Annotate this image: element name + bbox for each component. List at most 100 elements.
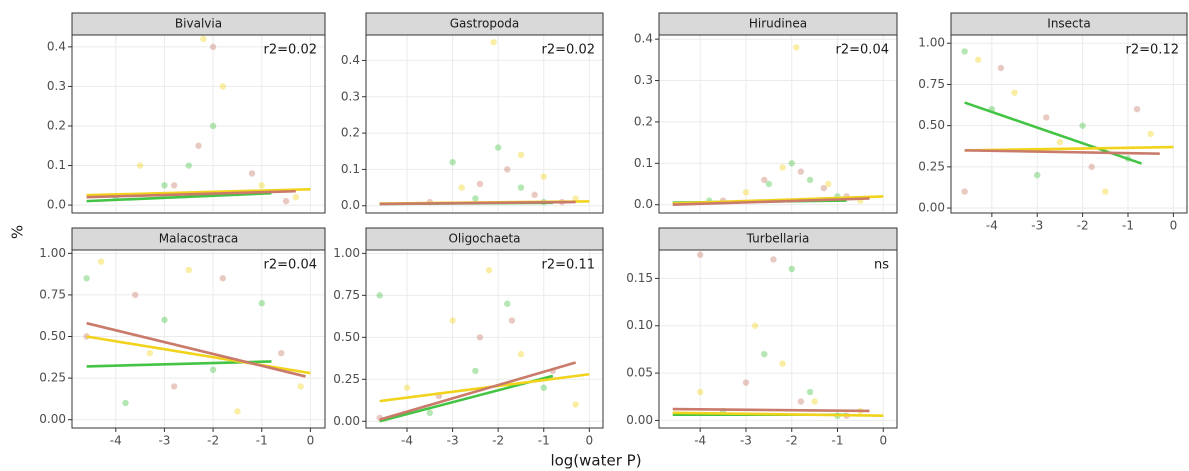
panel-border: [950, 34, 1188, 214]
point: [797, 168, 805, 175]
point: [1034, 171, 1041, 179]
panel-background: [659, 35, 897, 213]
point: [185, 266, 192, 274]
point: [476, 334, 484, 341]
point: [811, 398, 818, 405]
fit-line: [672, 195, 884, 205]
point: [997, 64, 1005, 72]
fit-line: [86, 321, 306, 378]
panel-background: [366, 250, 603, 428]
point: [426, 409, 434, 417]
y-tick-label: 0.75: [39, 287, 66, 301]
x-tick-label: -2: [786, 434, 798, 448]
panel-title: Bivalvia: [175, 17, 222, 31]
y-tick-label: 0.0: [341, 198, 360, 212]
y-axis-label: %: [9, 225, 27, 239]
x-tick-label: -2: [207, 434, 219, 448]
x-axis-label: log(water P): [550, 452, 641, 470]
point: [572, 195, 579, 202]
point: [376, 292, 383, 299]
point: [961, 48, 968, 55]
panel: Oligochaeta 0.00 0.25 0.50 0.75 1.00 -4 -3 -2 -1 0…: [333, 227, 604, 448]
y-tick-label: 0.4: [341, 53, 360, 67]
fit-line: [86, 335, 311, 375]
point: [161, 182, 168, 189]
panel: Turbellaria 0.00 0.05 0.10 0.15 -4 -3 -2 -1 0 ns: [626, 227, 898, 448]
y-tick-label: 0.15: [626, 271, 653, 285]
point: [122, 399, 129, 407]
point: [517, 184, 525, 191]
panel-border: [658, 34, 898, 214]
point: [485, 266, 493, 274]
point: [504, 166, 511, 173]
point: [200, 35, 207, 43]
point: [1102, 188, 1109, 195]
point: [136, 162, 144, 169]
y-tick-label: 0.1: [47, 158, 66, 172]
fit-line: [379, 361, 577, 421]
fit-line: [86, 191, 272, 203]
point: [504, 300, 511, 307]
y-tick-label: 0.1: [341, 162, 360, 176]
y-tick-label: 0.25: [39, 371, 66, 385]
point: [765, 180, 773, 188]
point: [476, 180, 484, 188]
annotation: r2=0.04: [264, 258, 317, 273]
point: [472, 195, 479, 202]
panel: Hirudinea 0.0 0.1 0.2 0.3 0.4 r2=0.04: [634, 12, 898, 214]
x-tick-label: 0: [307, 434, 315, 448]
x-tick-label: -2: [492, 434, 504, 448]
y-tick-label: 1.00: [39, 246, 66, 260]
point: [297, 383, 304, 390]
point: [185, 162, 192, 169]
point: [788, 265, 795, 273]
point: [779, 360, 786, 367]
point: [209, 43, 217, 51]
x-tick-label: -3: [1031, 219, 1043, 233]
point: [282, 197, 290, 205]
panel-title: Turbellaria: [746, 232, 810, 246]
point: [97, 258, 105, 265]
panel-border: [71, 249, 326, 429]
y-tick-label: 0.1: [634, 156, 653, 170]
panel-title: Hirudinea: [749, 17, 807, 31]
panel-title: Gastropoda: [450, 17, 520, 31]
y-tick-label: 0.2: [634, 114, 653, 128]
panel-border: [365, 249, 604, 429]
y-tick-label: 0.2: [341, 126, 360, 140]
y-tick-label: 0.3: [47, 79, 66, 93]
point: [403, 384, 411, 391]
point: [1133, 105, 1141, 113]
point: [825, 180, 832, 188]
point: [458, 184, 465, 191]
y-tick-label: 0.05: [626, 366, 653, 380]
fit-line: [672, 407, 870, 413]
fit-line: [379, 200, 576, 206]
y-tick-label: 0.00: [626, 413, 653, 427]
point: [234, 408, 241, 415]
point: [696, 251, 704, 258]
y-tick-label: 0.75: [918, 77, 945, 91]
point: [540, 173, 547, 180]
point: [779, 164, 786, 171]
point: [195, 142, 202, 149]
point: [540, 384, 547, 391]
point: [209, 122, 217, 130]
x-tick-label: -4: [401, 434, 413, 448]
panel-background: [951, 35, 1187, 213]
point: [508, 317, 516, 324]
x-tick-label: -4: [110, 434, 122, 448]
point: [742, 379, 750, 386]
x-tick-label: -1: [256, 434, 268, 448]
annotation: r2=0.12: [1126, 43, 1179, 58]
point: [490, 39, 497, 46]
point: [517, 350, 525, 358]
point: [248, 170, 256, 177]
panel-background: [72, 35, 325, 213]
point: [170, 383, 178, 390]
point: [1088, 163, 1095, 171]
y-tick-label: 0.25: [918, 159, 945, 173]
y-tick-label: 0.0: [47, 198, 66, 212]
annotation: ns: [874, 258, 889, 273]
